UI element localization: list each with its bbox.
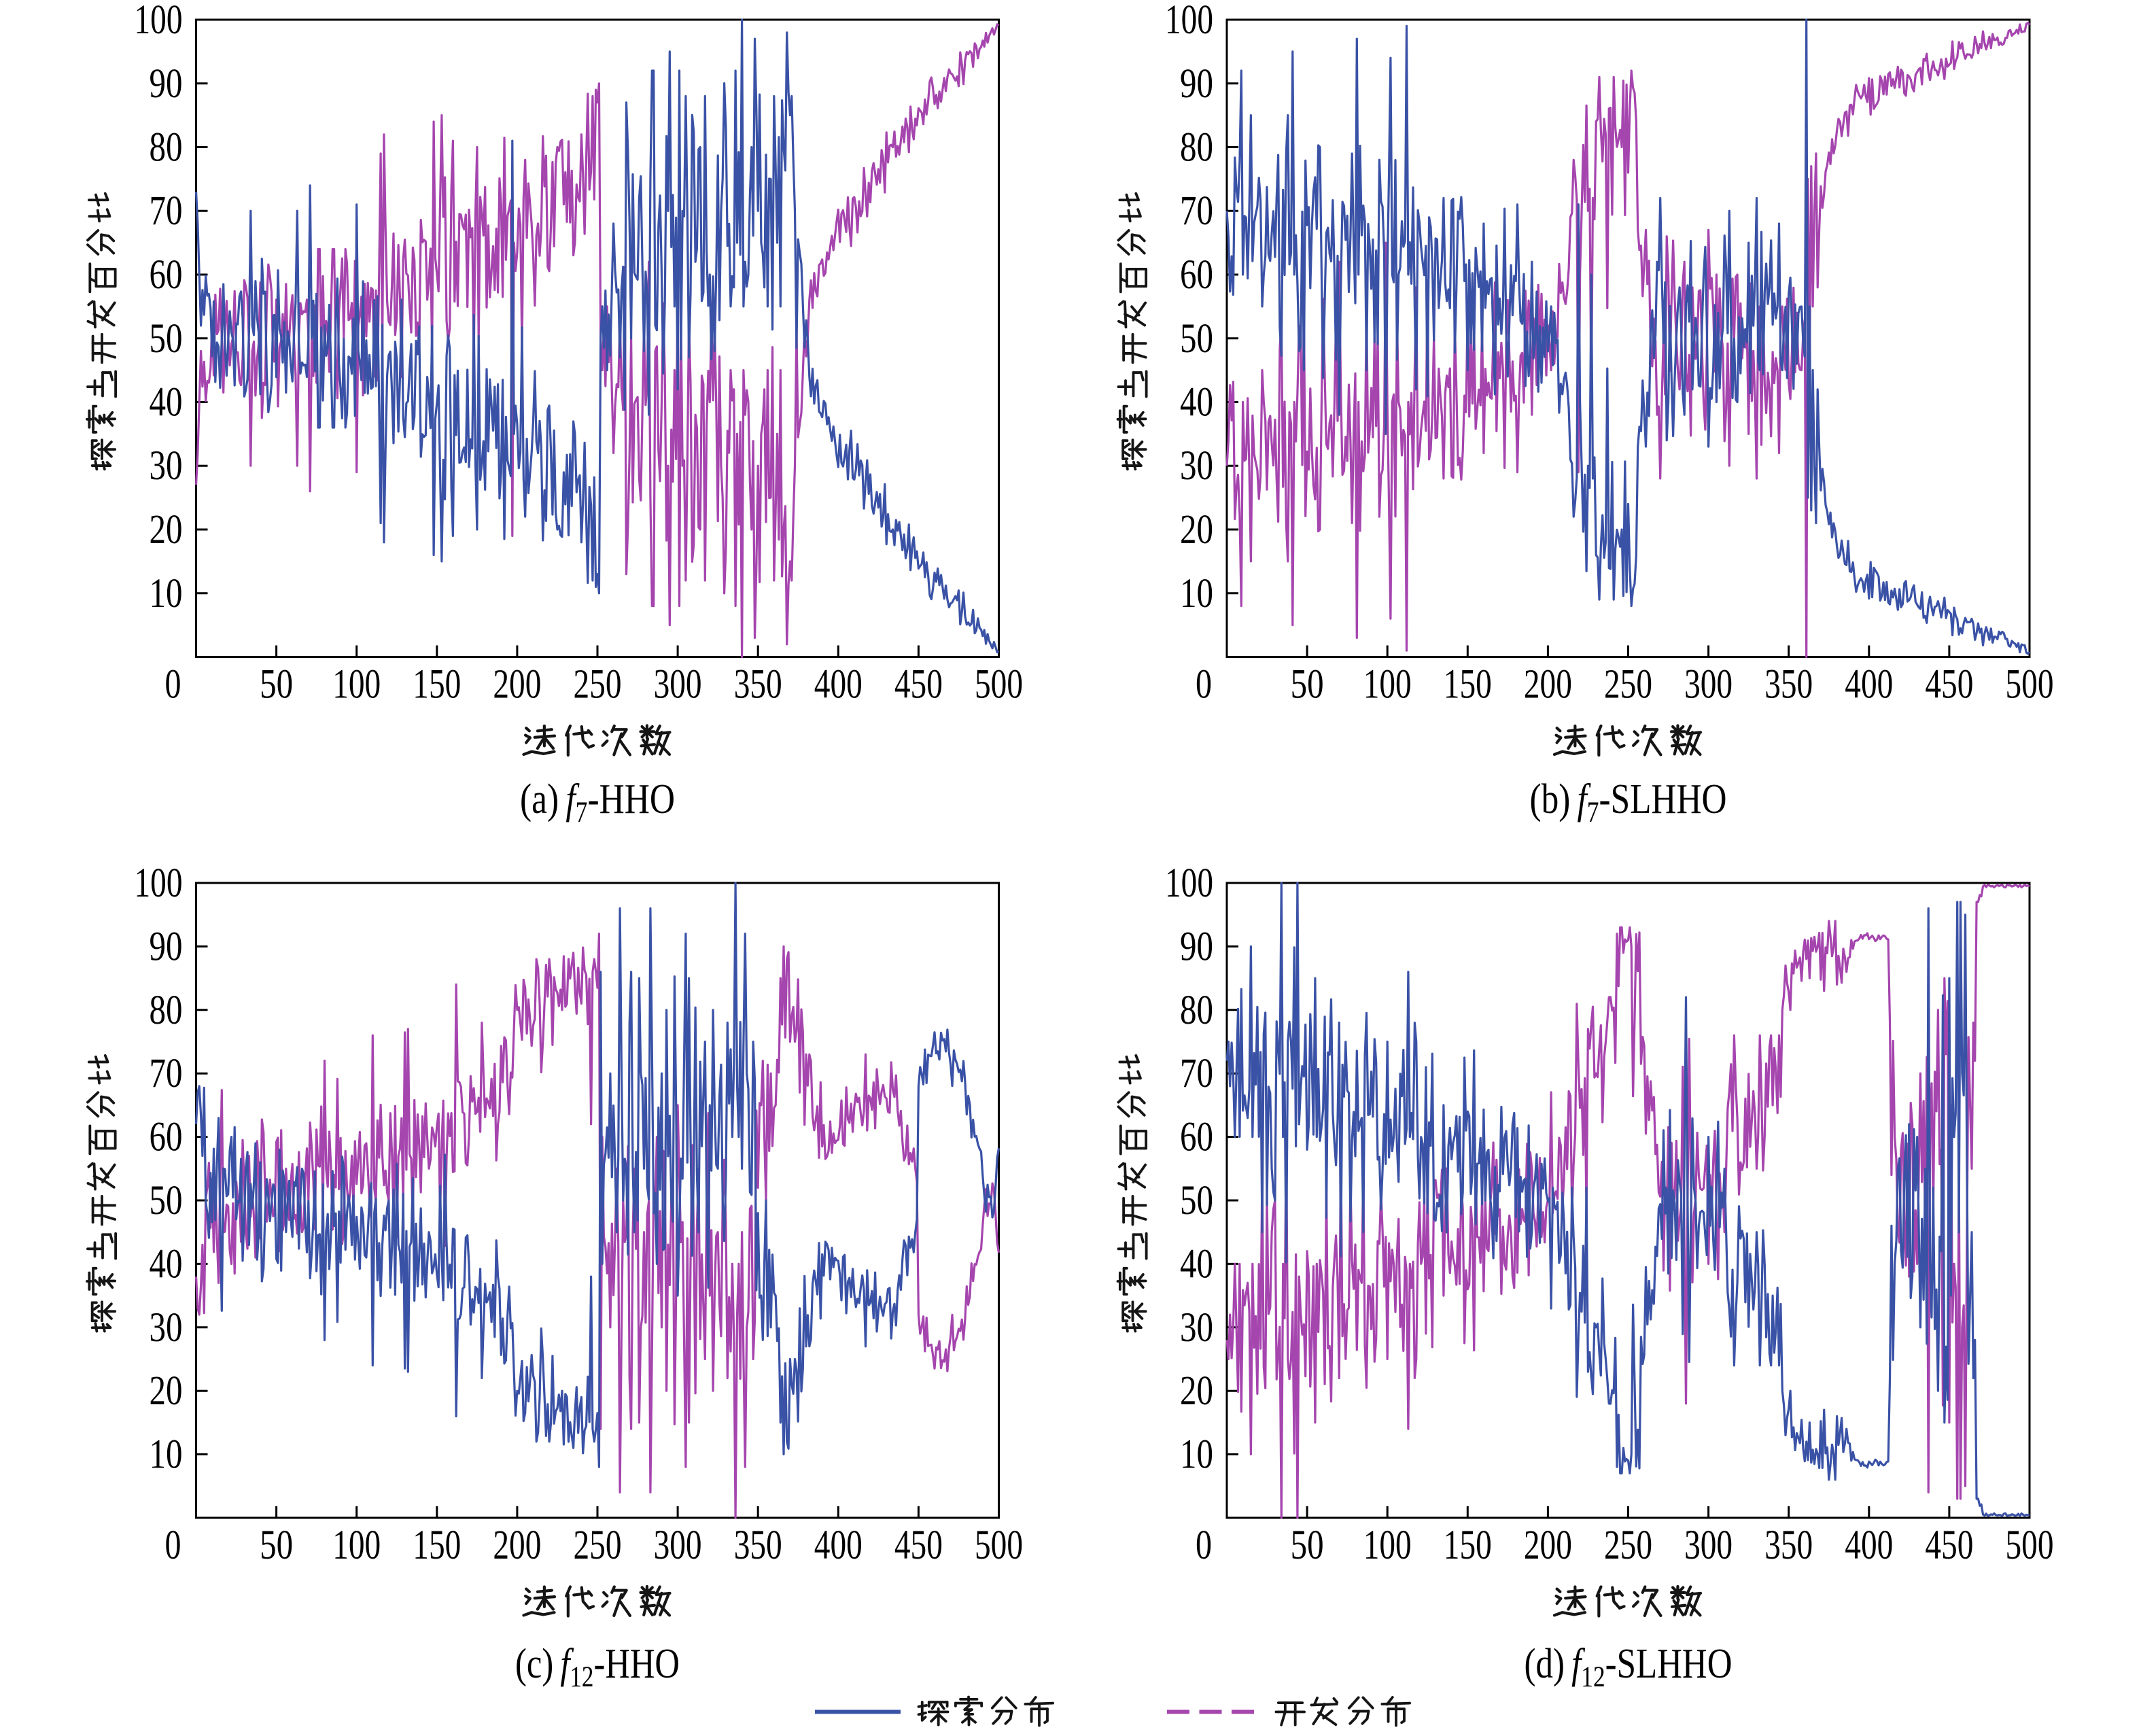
svg-text:100: 100 (1165, 0, 1213, 43)
svg-text:500: 500 (2006, 662, 2054, 708)
svg-text:450: 450 (1925, 1523, 1973, 1568)
svg-text:30: 30 (150, 443, 183, 489)
svg-text:450: 450 (894, 1523, 943, 1568)
svg-text:10: 10 (150, 571, 183, 617)
svg-text:250: 250 (1604, 1523, 1652, 1568)
svg-text:50: 50 (1291, 662, 1324, 708)
svg-text:500: 500 (975, 1523, 1023, 1568)
svg-text:350: 350 (734, 662, 782, 708)
svg-text:300: 300 (1684, 1523, 1733, 1568)
svg-text:100: 100 (332, 662, 381, 708)
svg-text:150: 150 (413, 662, 461, 708)
svg-text:400: 400 (814, 662, 863, 708)
svg-text:20: 20 (1180, 507, 1213, 553)
svg-text:80: 80 (150, 988, 183, 1033)
svg-text:250: 250 (574, 1523, 622, 1568)
svg-text:10: 10 (1180, 571, 1213, 617)
svg-text:400: 400 (1845, 1523, 1893, 1568)
svg-text:50: 50 (150, 316, 183, 362)
svg-text:150: 150 (1444, 1523, 1492, 1568)
svg-text:300: 300 (654, 1523, 702, 1568)
svg-text:90: 90 (150, 924, 183, 969)
svg-text:0: 0 (165, 1523, 181, 1568)
svg-text:30: 30 (1180, 443, 1213, 489)
svg-text:40: 40 (150, 380, 183, 426)
svg-text:20: 20 (150, 1368, 183, 1414)
svg-text:450: 450 (894, 662, 943, 708)
svg-text:100: 100 (135, 861, 183, 906)
svg-text:100: 100 (1363, 662, 1412, 708)
svg-text:400: 400 (814, 1523, 863, 1568)
svg-text:60: 60 (1180, 1115, 1213, 1160)
svg-text:80: 80 (1180, 988, 1213, 1033)
svg-text:20: 20 (1180, 1368, 1213, 1414)
svg-text:250: 250 (574, 662, 622, 708)
svg-text:80: 80 (1180, 125, 1213, 171)
svg-text:150: 150 (1444, 662, 1492, 708)
svg-text:350: 350 (734, 1523, 782, 1568)
svg-text:50: 50 (260, 662, 293, 708)
svg-text:70: 70 (1180, 188, 1213, 234)
svg-text:300: 300 (1684, 662, 1733, 708)
svg-text:40: 40 (1180, 1241, 1213, 1287)
svg-text:500: 500 (975, 662, 1023, 708)
svg-text:0: 0 (165, 662, 181, 708)
svg-text:70: 70 (1180, 1051, 1213, 1096)
svg-text:300: 300 (654, 662, 702, 708)
svg-text:(a) f7-HHO: (a) f7-HHO (520, 776, 675, 829)
svg-text:70: 70 (150, 1051, 183, 1096)
svg-text:150: 150 (413, 1523, 461, 1568)
svg-text:90: 90 (1180, 924, 1213, 969)
svg-text:350: 350 (1764, 1523, 1813, 1568)
svg-text:90: 90 (1180, 61, 1213, 107)
svg-text:100: 100 (332, 1523, 381, 1568)
svg-text:30: 30 (1180, 1305, 1213, 1351)
svg-text:100: 100 (1165, 861, 1213, 906)
svg-text:20: 20 (150, 507, 183, 553)
svg-text:200: 200 (1524, 1523, 1572, 1568)
svg-text:70: 70 (150, 188, 183, 234)
svg-text:350: 350 (1764, 662, 1813, 708)
svg-text:0: 0 (1196, 662, 1212, 708)
svg-text:80: 80 (150, 125, 183, 171)
svg-text:50: 50 (1291, 1523, 1324, 1568)
svg-text:10: 10 (150, 1432, 183, 1478)
svg-text:30: 30 (150, 1305, 183, 1351)
svg-text:50: 50 (1180, 1178, 1213, 1223)
svg-text:50: 50 (260, 1523, 293, 1568)
svg-text:450: 450 (1925, 662, 1973, 708)
svg-text:50: 50 (150, 1178, 183, 1223)
svg-text:10: 10 (1180, 1432, 1213, 1478)
svg-text:500: 500 (2006, 1523, 2054, 1568)
svg-text:(d) f12-SLHHO: (d) f12-SLHHO (1525, 1641, 1733, 1693)
svg-text:0: 0 (1196, 1523, 1212, 1568)
svg-text:200: 200 (1524, 662, 1572, 708)
svg-text:100: 100 (1363, 1523, 1412, 1568)
svg-text:200: 200 (493, 1523, 541, 1568)
svg-text:50: 50 (1180, 316, 1213, 362)
svg-text:60: 60 (150, 252, 183, 298)
svg-text:60: 60 (150, 1115, 183, 1160)
svg-text:40: 40 (150, 1241, 183, 1287)
svg-text:250: 250 (1604, 662, 1652, 708)
svg-text:400: 400 (1845, 662, 1893, 708)
svg-text:200: 200 (493, 662, 541, 708)
svg-text:60: 60 (1180, 252, 1213, 298)
svg-text:(b) f7-SLHHO: (b) f7-SLHHO (1530, 776, 1727, 829)
svg-text:90: 90 (150, 61, 183, 107)
svg-text:(c) f12-HHO: (c) f12-HHO (515, 1641, 680, 1693)
svg-text:100: 100 (135, 0, 183, 43)
svg-text:40: 40 (1180, 380, 1213, 426)
